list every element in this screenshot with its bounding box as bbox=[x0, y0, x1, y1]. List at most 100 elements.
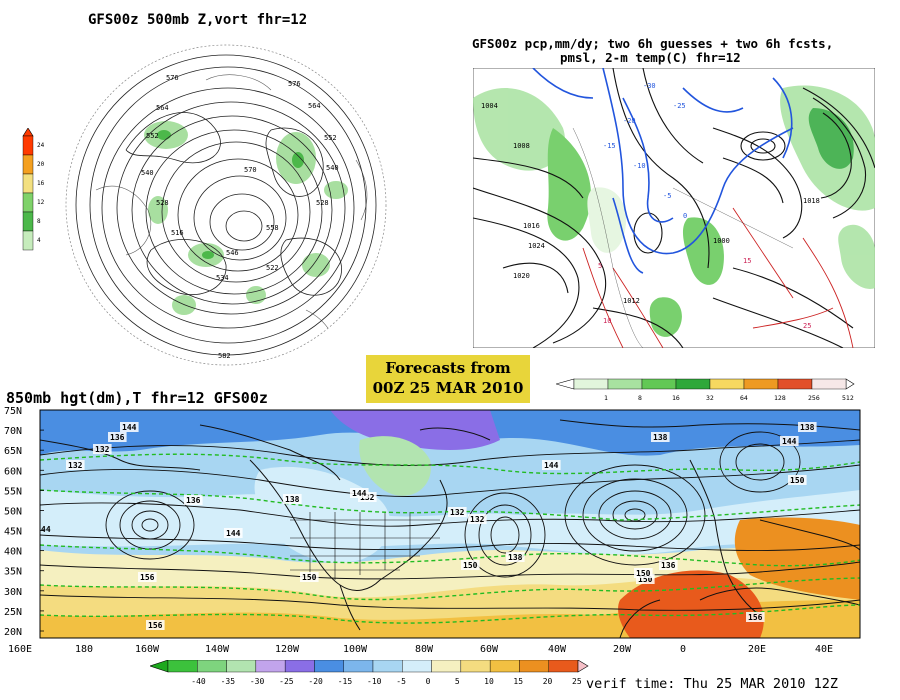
temp-band-europe-warm bbox=[734, 517, 860, 600]
latitude-label: 50N bbox=[4, 506, 22, 517]
temp-colorbar-tick: -30 bbox=[250, 677, 265, 686]
vorticity-fill-strong bbox=[157, 130, 304, 259]
contour-label: 576 bbox=[166, 74, 179, 82]
longitude-label: 40E bbox=[815, 644, 833, 655]
pcp-colorbar-swatch bbox=[607, 378, 643, 390]
pcp-colorbar-swatch bbox=[777, 378, 813, 390]
colorbar-swatch bbox=[22, 154, 34, 175]
pmsl-isobars bbox=[473, 68, 875, 348]
temp-colorbar-swatch bbox=[460, 660, 491, 673]
height-contour-label: 136 bbox=[186, 496, 201, 505]
pcp-colorbar-swatch bbox=[709, 378, 745, 390]
temp-colorbar-tick: 15 bbox=[513, 677, 523, 686]
colorbar-tick-label: 8 bbox=[37, 218, 41, 225]
longitude-label: 120W bbox=[275, 644, 300, 655]
temp-contours-warm bbox=[582, 207, 854, 348]
temp-colorbar-tick: 20 bbox=[543, 677, 553, 686]
temp-colorbar-tick: 0 bbox=[426, 677, 431, 686]
us-state-lines bbox=[290, 512, 440, 580]
contour-label: 564 bbox=[156, 104, 169, 112]
latitude-label: 25N bbox=[4, 607, 22, 618]
height-contour-label: 144 bbox=[226, 529, 241, 538]
isobar-label: 1024 bbox=[528, 242, 545, 250]
colorbar-top-arrow bbox=[22, 128, 34, 137]
latitude-label: 75N bbox=[4, 406, 22, 417]
height-contour-label: 132 bbox=[68, 461, 83, 470]
pcp-colorbar-swatch bbox=[675, 378, 711, 390]
isobar-label: 1012 bbox=[623, 297, 640, 305]
pcp-colorbar-left-arrow bbox=[556, 378, 575, 390]
temp-colorbar-tick: -20 bbox=[308, 677, 323, 686]
temp-colorbar-swatch bbox=[343, 660, 374, 673]
temp-colorbar-tick: -10 bbox=[367, 677, 382, 686]
height-contour-label: 150 bbox=[790, 476, 805, 485]
longitude-label: 60W bbox=[480, 644, 499, 655]
temp-band-very-cold bbox=[330, 410, 500, 450]
longitude-label: 20E bbox=[748, 644, 766, 655]
height-contour-label: 144 bbox=[122, 423, 137, 432]
latitude-label: 35N bbox=[4, 567, 22, 578]
longitude-label: 20W bbox=[613, 644, 632, 655]
land-outlines bbox=[572, 127, 794, 348]
height-contour-label: 144 bbox=[782, 437, 797, 446]
height-contour-label: 156 bbox=[140, 573, 155, 582]
height-contour-label: 156 bbox=[148, 621, 163, 630]
latitude-label: 65N bbox=[4, 446, 22, 457]
latitude-label: 30N bbox=[4, 587, 22, 598]
contour-label: 540 bbox=[326, 164, 339, 172]
pcp-colorbar: 1 8 16 32 64 128 256 512 bbox=[556, 378, 855, 402]
height-contour-label: 132 bbox=[95, 445, 110, 454]
temp-colorbar-tick: -15 bbox=[338, 677, 353, 686]
height-contour-label: 144 bbox=[352, 489, 367, 498]
temp-contour-label: -20 bbox=[623, 117, 636, 125]
temp-colorbar-tick: 25 bbox=[572, 677, 582, 686]
banner-line1: Forecasts from bbox=[385, 359, 511, 377]
colorbar-tick-label: 4 bbox=[37, 237, 41, 244]
isobar-label: 1018 bbox=[803, 197, 820, 205]
pcp-colorbar-tick: 256 bbox=[808, 394, 820, 402]
temp-contour-label: 25 bbox=[803, 322, 811, 330]
height-contours bbox=[40, 431, 860, 611]
isobar-label: 1004 bbox=[481, 102, 498, 110]
temp-colorbar-swatch bbox=[255, 660, 286, 673]
contour-label: 570 bbox=[244, 166, 257, 174]
temp-colorbar-swatch bbox=[402, 660, 432, 673]
longitude-label: 160W bbox=[135, 644, 160, 655]
latitude-label: 55N bbox=[4, 486, 22, 497]
temp-colorbar-swatch bbox=[372, 660, 403, 673]
height-contour-label: 138 bbox=[800, 423, 815, 432]
temp-colorbar-swatch bbox=[519, 660, 549, 673]
contour-label: 552 bbox=[324, 134, 337, 142]
colorbar-tick-label: 20 bbox=[37, 161, 45, 168]
contour-label: 558 bbox=[266, 224, 279, 232]
isobar-label: 1020 bbox=[513, 272, 530, 280]
isobar-label: 1008 bbox=[513, 142, 530, 150]
height-contour-label: 150 bbox=[636, 569, 651, 578]
pcp-colorbar-tick: 16 bbox=[672, 394, 680, 402]
temp-colorbar-tick: 10 bbox=[484, 677, 494, 686]
pcp-colorbar-tick: 128 bbox=[774, 394, 786, 402]
temp-contour-label: -10 bbox=[633, 162, 646, 170]
longitude-label: 40W bbox=[548, 644, 567, 655]
temp-contour-label: 5 bbox=[598, 262, 602, 270]
contour-label: 576 bbox=[288, 80, 301, 88]
height-contour-label: 144 bbox=[544, 461, 559, 470]
panel-pcp-title-line2: pmsl, 2-m temp(C) fhr=12 bbox=[560, 50, 741, 65]
contour-label: 540 bbox=[141, 169, 154, 177]
pcp-colorbar-tick: 32 bbox=[706, 394, 714, 402]
temp-colorbar-swatch bbox=[226, 660, 257, 673]
colorbar-swatch bbox=[22, 211, 34, 232]
colorbar-swatch bbox=[22, 230, 34, 251]
contour-label: 528 bbox=[156, 199, 169, 207]
pcp-colorbar-tick: 512 bbox=[842, 394, 854, 402]
contour-label: 528 bbox=[316, 199, 329, 207]
temp-colorbar-swatch bbox=[431, 660, 462, 673]
pcp-colorbar-swatch bbox=[641, 378, 677, 390]
temp-band-greenland bbox=[359, 436, 431, 496]
pcp-colorbar-swatch bbox=[573, 378, 609, 390]
contour-label: 516 bbox=[171, 229, 184, 237]
panel-500mb-colorbar: 24 20 16 12 8 4 bbox=[22, 128, 45, 251]
forecast-banner: Forecasts from 00Z 25 MAR 2010 bbox=[366, 355, 530, 403]
latitude-label: 60N bbox=[4, 466, 22, 477]
colorbar-swatch bbox=[22, 135, 34, 156]
